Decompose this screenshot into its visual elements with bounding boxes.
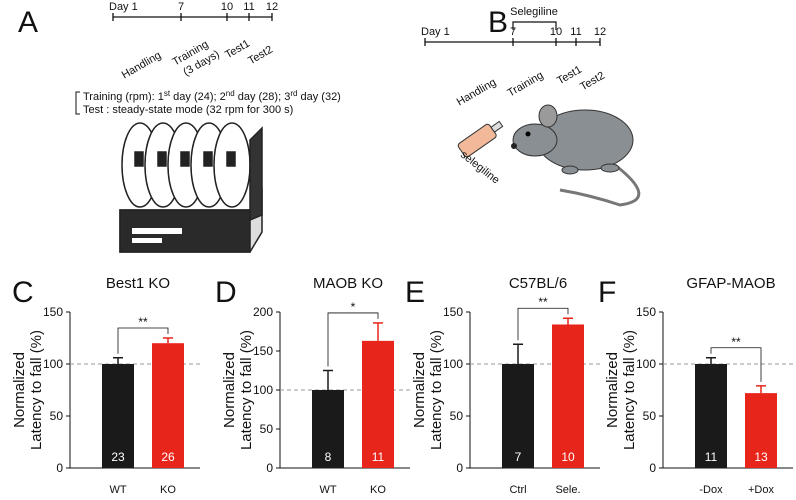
significance-bracket xyxy=(117,327,169,354)
timeline-label: 12 xyxy=(594,26,606,38)
panel-letter: C xyxy=(12,276,34,309)
bar xyxy=(502,364,534,468)
note-line: Test : steady-state mode (32 rpm for 300… xyxy=(83,104,293,116)
superscript: rd xyxy=(290,89,297,98)
y-tick-label: 100 xyxy=(443,357,463,371)
y-axis-label: Normalized xyxy=(221,352,238,428)
note-part: day (28); 3 xyxy=(235,91,291,103)
x-tick-label: KO xyxy=(160,484,176,496)
selegiline-bracket xyxy=(512,21,557,30)
n-label: 13 xyxy=(754,450,768,464)
significance-bracket xyxy=(517,307,569,341)
y-axis-label: Latency to fall (%) xyxy=(28,330,45,450)
bar xyxy=(362,340,394,468)
note-part: day (32) xyxy=(297,91,340,103)
n-label: 11 xyxy=(372,450,385,464)
n-label: 8 xyxy=(325,450,332,464)
y-tick-label: 50 xyxy=(260,422,274,436)
y-tick-label: 150 xyxy=(636,305,656,319)
y-axis-label: Latency to fall (%) xyxy=(428,330,445,450)
panel-letter: A xyxy=(18,6,38,39)
bar xyxy=(312,390,344,468)
y-tick-label: 0 xyxy=(56,461,63,475)
y-axis-label: Normalized xyxy=(411,352,428,428)
y-tick-label: 100 xyxy=(636,357,656,371)
y-tick-label: 0 xyxy=(649,461,656,475)
n-label: 7 xyxy=(515,450,522,464)
timeline-label: Day 1 xyxy=(421,26,450,38)
y-tick-label: 50 xyxy=(643,409,657,423)
y-tick-label: 200 xyxy=(253,305,273,319)
x-tick-label: Sele. xyxy=(555,484,580,496)
x-tick-label: -Dox xyxy=(699,484,723,496)
panel-letter: B xyxy=(488,6,508,39)
x-tick-label: Ctrl xyxy=(509,484,526,496)
phase-label: Handling xyxy=(120,49,164,81)
syringe-label: selegiline xyxy=(458,149,502,187)
y-tick-label: 50 xyxy=(50,409,64,423)
x-tick-label: +Dox xyxy=(748,484,774,496)
panel-letter: F xyxy=(598,276,616,309)
y-tick-label: 50 xyxy=(450,409,464,423)
x-tick-label: WT xyxy=(109,484,126,496)
y-axis-label: Latency to fall (%) xyxy=(238,330,255,450)
bar xyxy=(745,393,777,468)
panel-letter: E xyxy=(405,276,425,309)
timeline-label: 10 xyxy=(550,26,562,38)
significance-bracket xyxy=(327,312,379,367)
note-bracket xyxy=(75,91,80,115)
note-part: day (24); 2 xyxy=(170,91,226,103)
y-tick-label: 100 xyxy=(253,383,273,397)
bracket-label: Selegiline xyxy=(510,6,558,18)
significance-bracket xyxy=(710,347,762,382)
significance-label: ** xyxy=(138,315,148,329)
y-tick-label: 0 xyxy=(456,461,463,475)
note-line: Training (rpm): 1st day (24); 2nd day (2… xyxy=(83,89,341,104)
y-tick-label: 100 xyxy=(43,357,63,371)
bar xyxy=(102,364,134,468)
phase-label: Handling xyxy=(455,76,499,108)
superscript: st xyxy=(164,89,171,98)
timeline-label: 11 xyxy=(570,26,581,38)
chart-title: Best1 KO xyxy=(106,275,170,292)
rotarod-drawing xyxy=(119,122,263,253)
y-tick-label: 150 xyxy=(43,305,63,319)
note-part: Training (rpm): 1 xyxy=(83,91,164,103)
n-label: 10 xyxy=(561,450,575,464)
significance-label: * xyxy=(351,300,356,314)
significance-label: ** xyxy=(538,295,548,309)
x-tick-label: KO xyxy=(370,484,386,496)
timeline-label: 7 xyxy=(178,1,184,13)
n-label: 11 xyxy=(705,450,718,464)
timeline-label: 11 xyxy=(243,1,254,13)
chart-title: GFAP-MAOB xyxy=(686,275,775,292)
n-label: 26 xyxy=(161,450,175,464)
y-axis-label: Latency to fall (%) xyxy=(621,330,638,450)
timeline-label: 12 xyxy=(266,1,278,13)
superscript: nd xyxy=(226,89,235,98)
y-tick-label: 150 xyxy=(253,344,273,358)
x-tick-label: WT xyxy=(319,484,336,496)
timeline-label: 7 xyxy=(510,26,516,38)
bar xyxy=(695,364,727,468)
chart-title: C57BL/6 xyxy=(509,275,567,292)
bar xyxy=(552,324,584,468)
significance-label: ** xyxy=(731,335,741,349)
timeline-label: 10 xyxy=(221,1,233,13)
n-label: 23 xyxy=(111,450,125,464)
y-axis-label: Normalized xyxy=(604,352,621,428)
y-axis-label: Normalized xyxy=(11,352,28,428)
y-tick-label: 150 xyxy=(443,305,463,319)
mouse-drawing xyxy=(457,104,641,207)
chart-title: MAOB KO xyxy=(313,275,383,292)
y-tick-label: 0 xyxy=(266,461,273,475)
phase-label: Training xyxy=(505,69,545,99)
panel-letter: D xyxy=(215,276,237,309)
timeline-label: Day 1 xyxy=(109,1,138,13)
bar xyxy=(152,343,184,468)
